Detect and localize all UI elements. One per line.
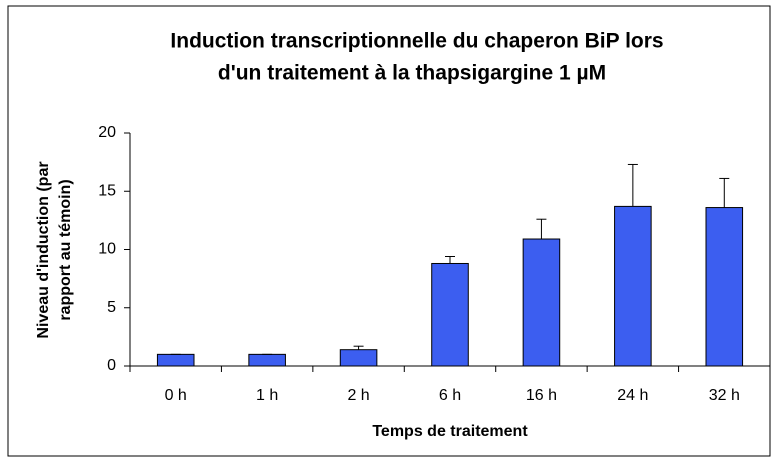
x-axis-label: Temps de traitement [372, 423, 528, 440]
x-tick-label: 24 h [617, 387, 648, 404]
error-bar [719, 177, 730, 208]
chart-title: Induction transcriptionnelle du chaperon… [170, 30, 663, 53]
x-tick-label: 6 h [439, 387, 461, 404]
y-tick-label: 15 [98, 182, 116, 199]
bar [522, 238, 561, 367]
bar [431, 262, 469, 367]
x-tick-label: 0 h [165, 387, 187, 404]
error-bar [627, 163, 638, 207]
bar [705, 207, 744, 367]
bar [614, 205, 652, 367]
y-tick-label: 0 [107, 357, 116, 374]
bar [248, 353, 286, 367]
x-tick-label: 2 h [347, 387, 369, 404]
error-bar [536, 218, 547, 240]
x-tick-label: 1 h [256, 387, 278, 404]
y-tick-label: 20 [98, 124, 116, 141]
x-tick-label: 32 h [709, 387, 740, 404]
bar [156, 353, 195, 367]
x-tick-label: 16 h [526, 387, 557, 404]
bar [339, 349, 378, 367]
y-axis-label: rapport au témoin) [57, 179, 74, 320]
chart-title: d'un traitement à la thapsigargine 1 µM [218, 62, 606, 85]
y-tick-label: 10 [98, 241, 116, 258]
error-bar [445, 255, 455, 264]
y-tick-label: 5 [107, 299, 116, 316]
y-axis-label: Niveau d'induction (par [35, 161, 52, 338]
error-bar [353, 345, 364, 350]
